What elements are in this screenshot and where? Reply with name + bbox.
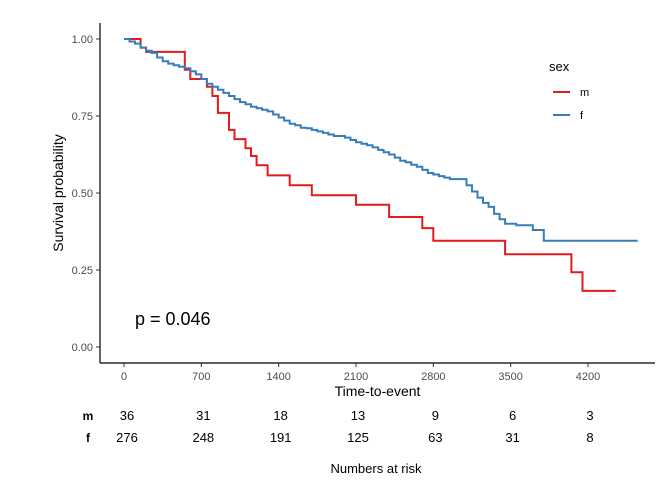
y-tick-label: 0.25 (72, 265, 93, 277)
x-tick-label: 2100 (344, 371, 368, 383)
risk-count: 6 (509, 408, 516, 423)
y-tick-label: 0.75 (72, 111, 93, 123)
risk-count: 31 (505, 430, 519, 445)
series-line-m (124, 38, 616, 292)
risk-count: 31 (196, 408, 210, 423)
risk-count: 18 (273, 408, 287, 423)
x-axis-title: Time-to-event (335, 383, 421, 399)
x-tick-label: 2800 (421, 371, 445, 383)
legend-label-m: m (580, 87, 589, 99)
legend-title: sex (549, 59, 570, 74)
risk-table-title: Numbers at risk (330, 461, 422, 476)
legend-label-f: f (580, 110, 584, 122)
risk-count: 8 (586, 430, 593, 445)
y-tick-label: 0.00 (72, 342, 93, 354)
risk-count: 36 (120, 408, 134, 423)
risk-count: 276 (116, 430, 138, 445)
risk-row-label-m: m (83, 409, 94, 423)
legend: sex mf (549, 59, 589, 122)
y-tick-label: 0.50 (72, 188, 93, 200)
series-line-f (124, 38, 638, 242)
y-axis-title: Survival probability (50, 134, 66, 252)
y-tick-label: 1.00 (72, 34, 93, 46)
risk-count: 63 (428, 430, 442, 445)
p-value-annotation: p = 0.046 (135, 309, 211, 329)
risk-count: 3 (586, 408, 593, 423)
x-tick-label: 0 (121, 371, 127, 383)
x-tick-label: 3500 (498, 371, 522, 383)
risk-count: 191 (270, 430, 292, 445)
risk-count: 248 (192, 430, 214, 445)
axes: 0.00 0.25 0.50 0.75 1.00 0 700 1400 2100 2800 3500… (50, 23, 655, 399)
x-tick-label: 1400 (266, 371, 290, 383)
risk-count: 9 (432, 408, 439, 423)
risk-row-label-f: f (86, 431, 91, 445)
survival-curves (124, 38, 638, 292)
risk-count: 125 (347, 430, 369, 445)
x-tick-label: 700 (192, 371, 210, 383)
x-tick-label: 4200 (576, 371, 600, 383)
risk-count: 13 (351, 408, 365, 423)
